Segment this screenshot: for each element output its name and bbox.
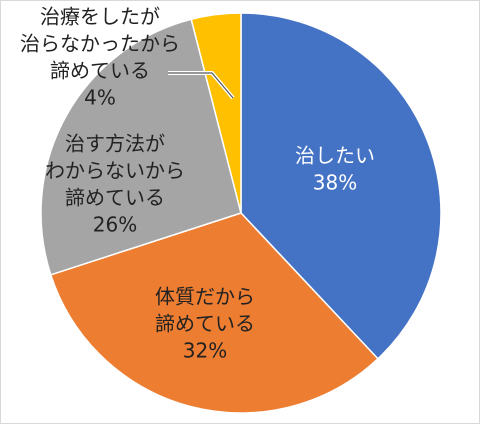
category-label: 体質だから	[155, 285, 255, 309]
category-label: 諦めている	[65, 186, 165, 210]
value-label: 26%	[93, 213, 137, 237]
category-label: 諦めている	[50, 59, 150, 83]
category-label: 治す方法が	[65, 132, 165, 156]
pie-slice	[49, 212, 379, 414]
value-label: 38%	[313, 171, 357, 195]
category-label: わからないから	[45, 159, 185, 183]
pie-slice	[240, 12, 442, 360]
pie-slice	[40, 18, 242, 276]
category-label: 治したい	[295, 144, 375, 168]
value-label: 4%	[84, 86, 116, 110]
category-label: 治療をしたが	[40, 5, 160, 29]
pie-slice	[190, 12, 242, 214]
value-label: 32%	[183, 339, 227, 363]
category-label: 治らなかったから	[20, 32, 180, 56]
leader-line	[168, 72, 234, 99]
category-label: 諦めている	[155, 312, 255, 336]
